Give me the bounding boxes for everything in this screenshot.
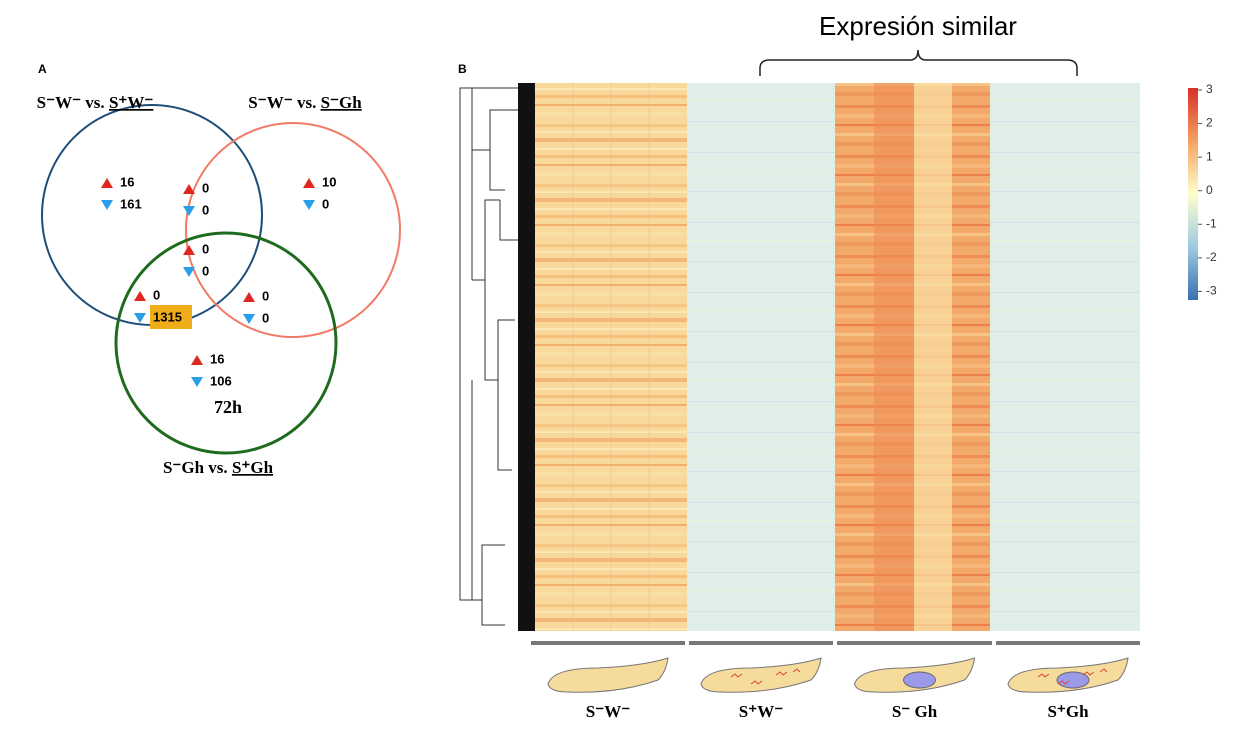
heatmap-block [687, 83, 835, 631]
group-label: S⁺Gh [1047, 702, 1089, 721]
down-arrow [134, 313, 146, 323]
up-count: 16 [120, 174, 134, 189]
marks [730, 668, 801, 685]
down-count: 0 [202, 202, 209, 217]
up-arrow [183, 184, 195, 194]
set-circle [41, 104, 263, 326]
set-label-part: S⁺W⁻ [109, 93, 153, 112]
down-count: 0 [202, 263, 209, 278]
highlight [150, 305, 192, 329]
up-arrow [303, 178, 315, 188]
group-label: S⁺W⁻ [739, 702, 783, 721]
set-label-part: S⁻W⁻ vs. [37, 93, 109, 112]
set-circle [114, 231, 338, 455]
colorbar-tick-label: 0 [1206, 183, 1213, 197]
up-arrow [101, 178, 113, 188]
heatmap-block [914, 83, 952, 631]
set-label-part: S⁻Gh vs. [163, 458, 232, 477]
group-label: S⁻W⁻ [586, 702, 630, 721]
set-label: S⁻Gh vs. S⁺Gh [163, 458, 274, 477]
lesion [903, 671, 936, 689]
down-count: 106 [210, 373, 232, 388]
heatmap-block [874, 83, 914, 631]
colorbar-tick-label: -2 [1206, 250, 1217, 264]
down-count: 1315 [153, 309, 182, 324]
down-count: 0 [262, 310, 269, 325]
down-arrow [101, 200, 113, 210]
panel-label: B [458, 62, 467, 76]
down-arrow [243, 314, 255, 324]
marks [1037, 668, 1108, 685]
larva [700, 657, 822, 693]
set-label: S⁻W⁻ vs. S⁻Gh [248, 93, 362, 112]
down-arrow [303, 200, 315, 210]
up-count: 16 [210, 351, 224, 366]
up-count: 0 [262, 288, 269, 303]
set-circle [185, 122, 401, 338]
larva [547, 657, 669, 693]
down-count: 0 [322, 196, 329, 211]
dendrogram [518, 83, 535, 631]
up-count: 0 [202, 241, 209, 256]
down-arrow [183, 267, 195, 277]
column-dividers [572, 83, 650, 631]
down-arrow [183, 206, 195, 216]
annotation: Expresión similar [819, 11, 1017, 41]
panel-label: A [38, 62, 47, 76]
up-arrow [183, 245, 195, 255]
time-label: 72h [214, 397, 242, 417]
colorbar [1188, 88, 1198, 300]
colorbar-tick-label: -1 [1206, 216, 1217, 230]
colorbar-tick-label: 3 [1206, 82, 1213, 96]
dendrogram [459, 87, 518, 626]
brace [759, 49, 1078, 76]
down-count: 161 [120, 196, 142, 211]
up-count: 0 [202, 180, 209, 195]
down-arrow [191, 377, 203, 387]
set-label-part: S⁻Gh [321, 93, 363, 112]
group-label: S⁻ Gh [892, 702, 938, 721]
colorbar-tick-label: 1 [1206, 149, 1213, 163]
up-count: 0 [153, 287, 160, 302]
colorbar-tick-label: 2 [1206, 116, 1213, 130]
up-arrow [191, 355, 203, 365]
set-label: S⁻W⁻ vs. S⁺W⁻ [37, 93, 154, 112]
heatmap-block [990, 83, 1140, 631]
colorbar-tick-label: -3 [1206, 284, 1217, 298]
set-label-part: S⁻W⁻ vs. [248, 93, 320, 112]
up-count: 10 [322, 174, 336, 189]
up-arrow [134, 291, 146, 301]
up-arrow [243, 292, 255, 302]
set-label-part: S⁺Gh [232, 458, 274, 477]
